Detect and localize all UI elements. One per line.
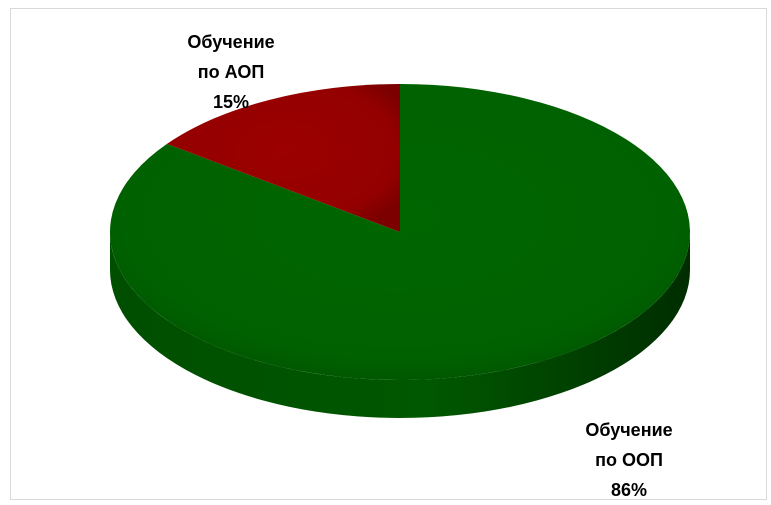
data-label-oop-line1: Обучение: [585, 420, 673, 440]
pie-slice-1: [166, 84, 400, 232]
pie-side-layer: [110, 232, 690, 418]
pie-slice-side-0-0: [110, 232, 690, 418]
chart-area: Обучение по АОП 15% Обучение по ООП 86%: [10, 8, 767, 500]
data-label-oop-value: 86%: [610, 480, 648, 500]
data-label-aop-value: 15%: [212, 92, 250, 112]
data-label-oop: Обучение по ООП 86%: [559, 415, 699, 505]
pie-slice-0: [109, 84, 690, 380]
data-label-aop: Обучение по АОП 15%: [171, 27, 291, 117]
data-label-aop-line2: по АОП: [197, 62, 265, 82]
pie-top-layer: [109, 84, 690, 380]
data-label-oop-line2: по ООП: [595, 450, 663, 470]
data-label-aop-line1: Обучение: [187, 32, 275, 52]
pie-chart: [109, 84, 690, 418]
